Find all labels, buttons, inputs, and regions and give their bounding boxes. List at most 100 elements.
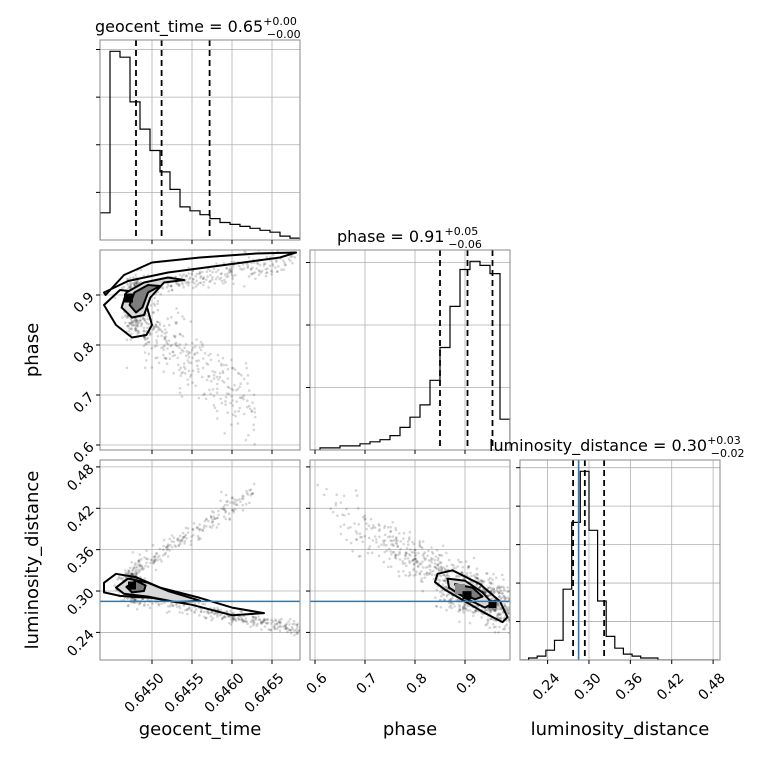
- scatter-point-21-230: [442, 573, 446, 577]
- scatter-point-20-354: [221, 616, 225, 620]
- scatter-point-20-376: [254, 615, 257, 619]
- scatter-point-21-361: [445, 564, 449, 568]
- scatter-point-21-222: [467, 565, 471, 568]
- scatter-point-10-913: [152, 302, 156, 306]
- scatter-point-10-843: [143, 338, 147, 341]
- scatter-point-20-748: [251, 492, 255, 496]
- scatter-point-10-316: [135, 319, 138, 322]
- scatter-point-21-314: [432, 577, 436, 581]
- scatter-point-10-798: [152, 327, 156, 331]
- scatter-point-10-889: [178, 391, 182, 395]
- scatter-point-20-491: [230, 620, 234, 624]
- scatter-point-20-446: [251, 618, 254, 622]
- scatter-point-20-710: [201, 529, 205, 533]
- scatter-point-21-527: [496, 603, 500, 606]
- scatter-point-20-371: [273, 627, 277, 631]
- scatter-point-21-617: [504, 605, 508, 609]
- scatter-point-10-640: [160, 329, 163, 332]
- scatter-point-10-752: [179, 351, 182, 355]
- scatter-point-10-711: [172, 334, 176, 338]
- scatter-point-21-194: [347, 512, 351, 516]
- scatter-point-10-246: [136, 332, 139, 335]
- scatter-point-10-690: [235, 388, 238, 392]
- scatter-point-21-433: [499, 612, 502, 615]
- scatter-point-10-634: [234, 273, 237, 277]
- scatter-point-10-911: [201, 366, 205, 370]
- scatter-point-10-666: [246, 382, 249, 385]
- scatter-point-10-939: [163, 324, 166, 328]
- scatter-point-10-749: [174, 335, 177, 338]
- scatter-point-10-385: [258, 270, 261, 273]
- scatter-point-21-175: [435, 588, 439, 592]
- scatter-point-10-859: [240, 396, 243, 400]
- scatter-point-21-202: [482, 580, 485, 584]
- scatter-point-10-853: [143, 335, 147, 339]
- scatter-point-10-176: [135, 281, 138, 284]
- scatter-point-20-662: [135, 568, 138, 572]
- scatter-point-21-182: [355, 494, 359, 497]
- scatter-point-20-623: [222, 508, 226, 511]
- scatter-point-21-461: [406, 540, 410, 543]
- scatter-point-20-694: [246, 493, 250, 496]
- scatter-point-10-593: [270, 270, 274, 274]
- scatter-point-21-46: [334, 503, 338, 507]
- scatter-point-20-422: [263, 618, 267, 621]
- xlabel-luminosity-distance: luminosity_distance: [531, 719, 710, 740]
- scatter-point-10-671: [157, 361, 161, 365]
- scatter-point-21-800: [440, 594, 443, 598]
- scatter-point-20-316: [220, 613, 223, 616]
- scatter-point-21-241: [349, 526, 352, 529]
- scatter-point-10-706: [206, 363, 210, 366]
- scatter-point-10-750: [177, 363, 180, 367]
- scatter-point-20-241: [127, 569, 130, 572]
- scatter-point-20-732: [155, 551, 158, 555]
- scatter-point-10-533: [250, 272, 254, 276]
- scatter-point-20-737: [211, 510, 214, 513]
- scatter-point-10-326: [128, 276, 132, 280]
- scatter-point-20-381: [276, 627, 279, 631]
- scatter-point-20-640: [138, 558, 141, 562]
- scatter-point-20-300: [290, 625, 294, 629]
- xlabel-phase: phase: [383, 719, 437, 740]
- scatter-point-10-460: [170, 284, 173, 288]
- scatter-point-21-6: [415, 570, 418, 574]
- scatter-point-21-597: [418, 545, 422, 548]
- scatter-point-20-413: [186, 612, 189, 616]
- scatter-point-20-503: [228, 621, 231, 625]
- scatter-point-20-821: [166, 555, 170, 558]
- scatter-point-20-496: [240, 610, 243, 614]
- scatter-point-20-597: [242, 619, 246, 623]
- scatter-point-21-33: [496, 602, 499, 605]
- scatter-point-10-850: [218, 371, 222, 375]
- scatter-point-10-109: [127, 324, 130, 327]
- scatter-point-10-689: [165, 362, 169, 366]
- scatter-point-21-468: [421, 540, 425, 543]
- scatter-point-21-384: [486, 618, 490, 621]
- scatter-point-10-918: [209, 352, 212, 356]
- scatter-point-21-16: [413, 548, 417, 552]
- scatter-point-20-814: [235, 503, 239, 507]
- scatter-point-20-692: [170, 540, 173, 543]
- scatter-point-20-680: [133, 567, 136, 570]
- scatter-point-21-352: [389, 525, 393, 529]
- ytick-label-10-1: 0.7: [71, 389, 98, 416]
- scatter-point-10-164: [130, 323, 134, 327]
- scatter-point-21-100: [412, 569, 416, 572]
- scatter-point-20-569: [296, 632, 299, 635]
- scatter-point-20-169: [138, 601, 142, 605]
- scatter-point-20-605: [210, 521, 214, 524]
- scatter-point-10-648: [143, 336, 146, 340]
- scatter-point-10-917: [187, 361, 191, 364]
- scatter-point-21-540: [456, 574, 459, 578]
- scatter-point-21-56: [355, 538, 359, 541]
- scatter-point-20-775: [249, 494, 253, 497]
- scatter-point-20-660: [183, 539, 187, 543]
- panel-bg-22: [520, 460, 720, 660]
- scatter-point-10-694: [191, 381, 194, 384]
- scatter-point-20-721: [210, 526, 213, 529]
- scatter-point-20-483: [285, 626, 288, 630]
- scatter-point-21-414: [382, 543, 386, 547]
- scatter-point-21-121: [405, 546, 409, 550]
- scatter-point-10-921: [165, 339, 168, 343]
- scatter-point-21-929: [494, 609, 497, 612]
